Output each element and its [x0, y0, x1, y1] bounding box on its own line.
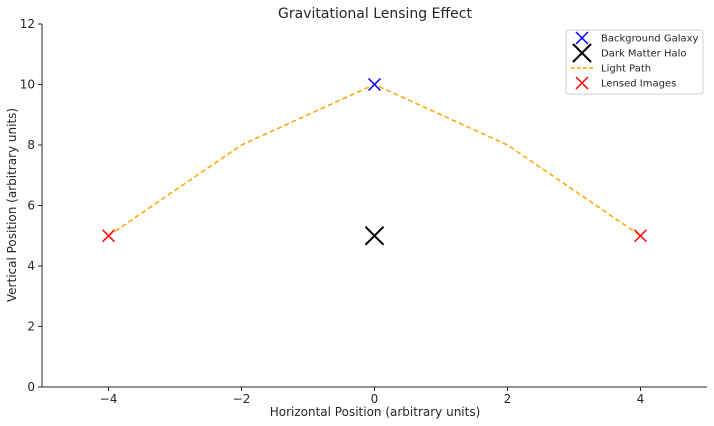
y-tick-label: 8 — [27, 138, 35, 152]
x-tick-label: −2 — [233, 392, 251, 406]
y-axis-label: Vertical Position (arbitrary units) — [5, 108, 19, 302]
legend-swatch-dark-matter-halo — [572, 43, 592, 63]
point-dark-matter-halo — [364, 226, 385, 246]
x-tick-label: 4 — [637, 392, 645, 406]
y-tick-label: 6 — [27, 199, 35, 213]
plot-area: −4 −2 0 2 4 0 2 4 6 8 10 12 — [20, 17, 707, 406]
legend-label-background-galaxy: Background Galaxy — [601, 34, 699, 45]
legend-label-lensed-images: Lensed Images — [601, 79, 676, 90]
legend-label-dark-matter-halo: Dark Matter Halo — [601, 49, 687, 60]
y-tick-label: 4 — [27, 259, 35, 273]
legend-label-light-path: Light Path — [601, 64, 651, 75]
x-tick-label: 2 — [504, 392, 512, 406]
chart-title: Gravitational Lensing Effect — [278, 6, 472, 22]
x-axis-label: Horizontal Position (arbitrary units) — [270, 405, 481, 419]
y-tick-label: 10 — [20, 78, 35, 92]
legend: Background Galaxy Dark Matter Halo Light P… — [565, 29, 704, 95]
point-lensed-images — [101, 229, 116, 243]
point-lensed-images — [633, 229, 648, 243]
y-tick-label: 12 — [20, 17, 35, 31]
y-tick-label: 2 — [27, 320, 35, 334]
x-tick-label: −4 — [100, 392, 118, 406]
legend-frame — [565, 29, 704, 95]
point-background-galaxy — [367, 77, 382, 92]
y-tick-label: 0 — [27, 380, 35, 394]
series-light-path — [108, 83, 641, 237]
legend-swatch-lensed-images — [575, 76, 589, 90]
x-tick-label: 0 — [371, 392, 379, 406]
legend-swatch-background-galaxy — [575, 31, 589, 45]
